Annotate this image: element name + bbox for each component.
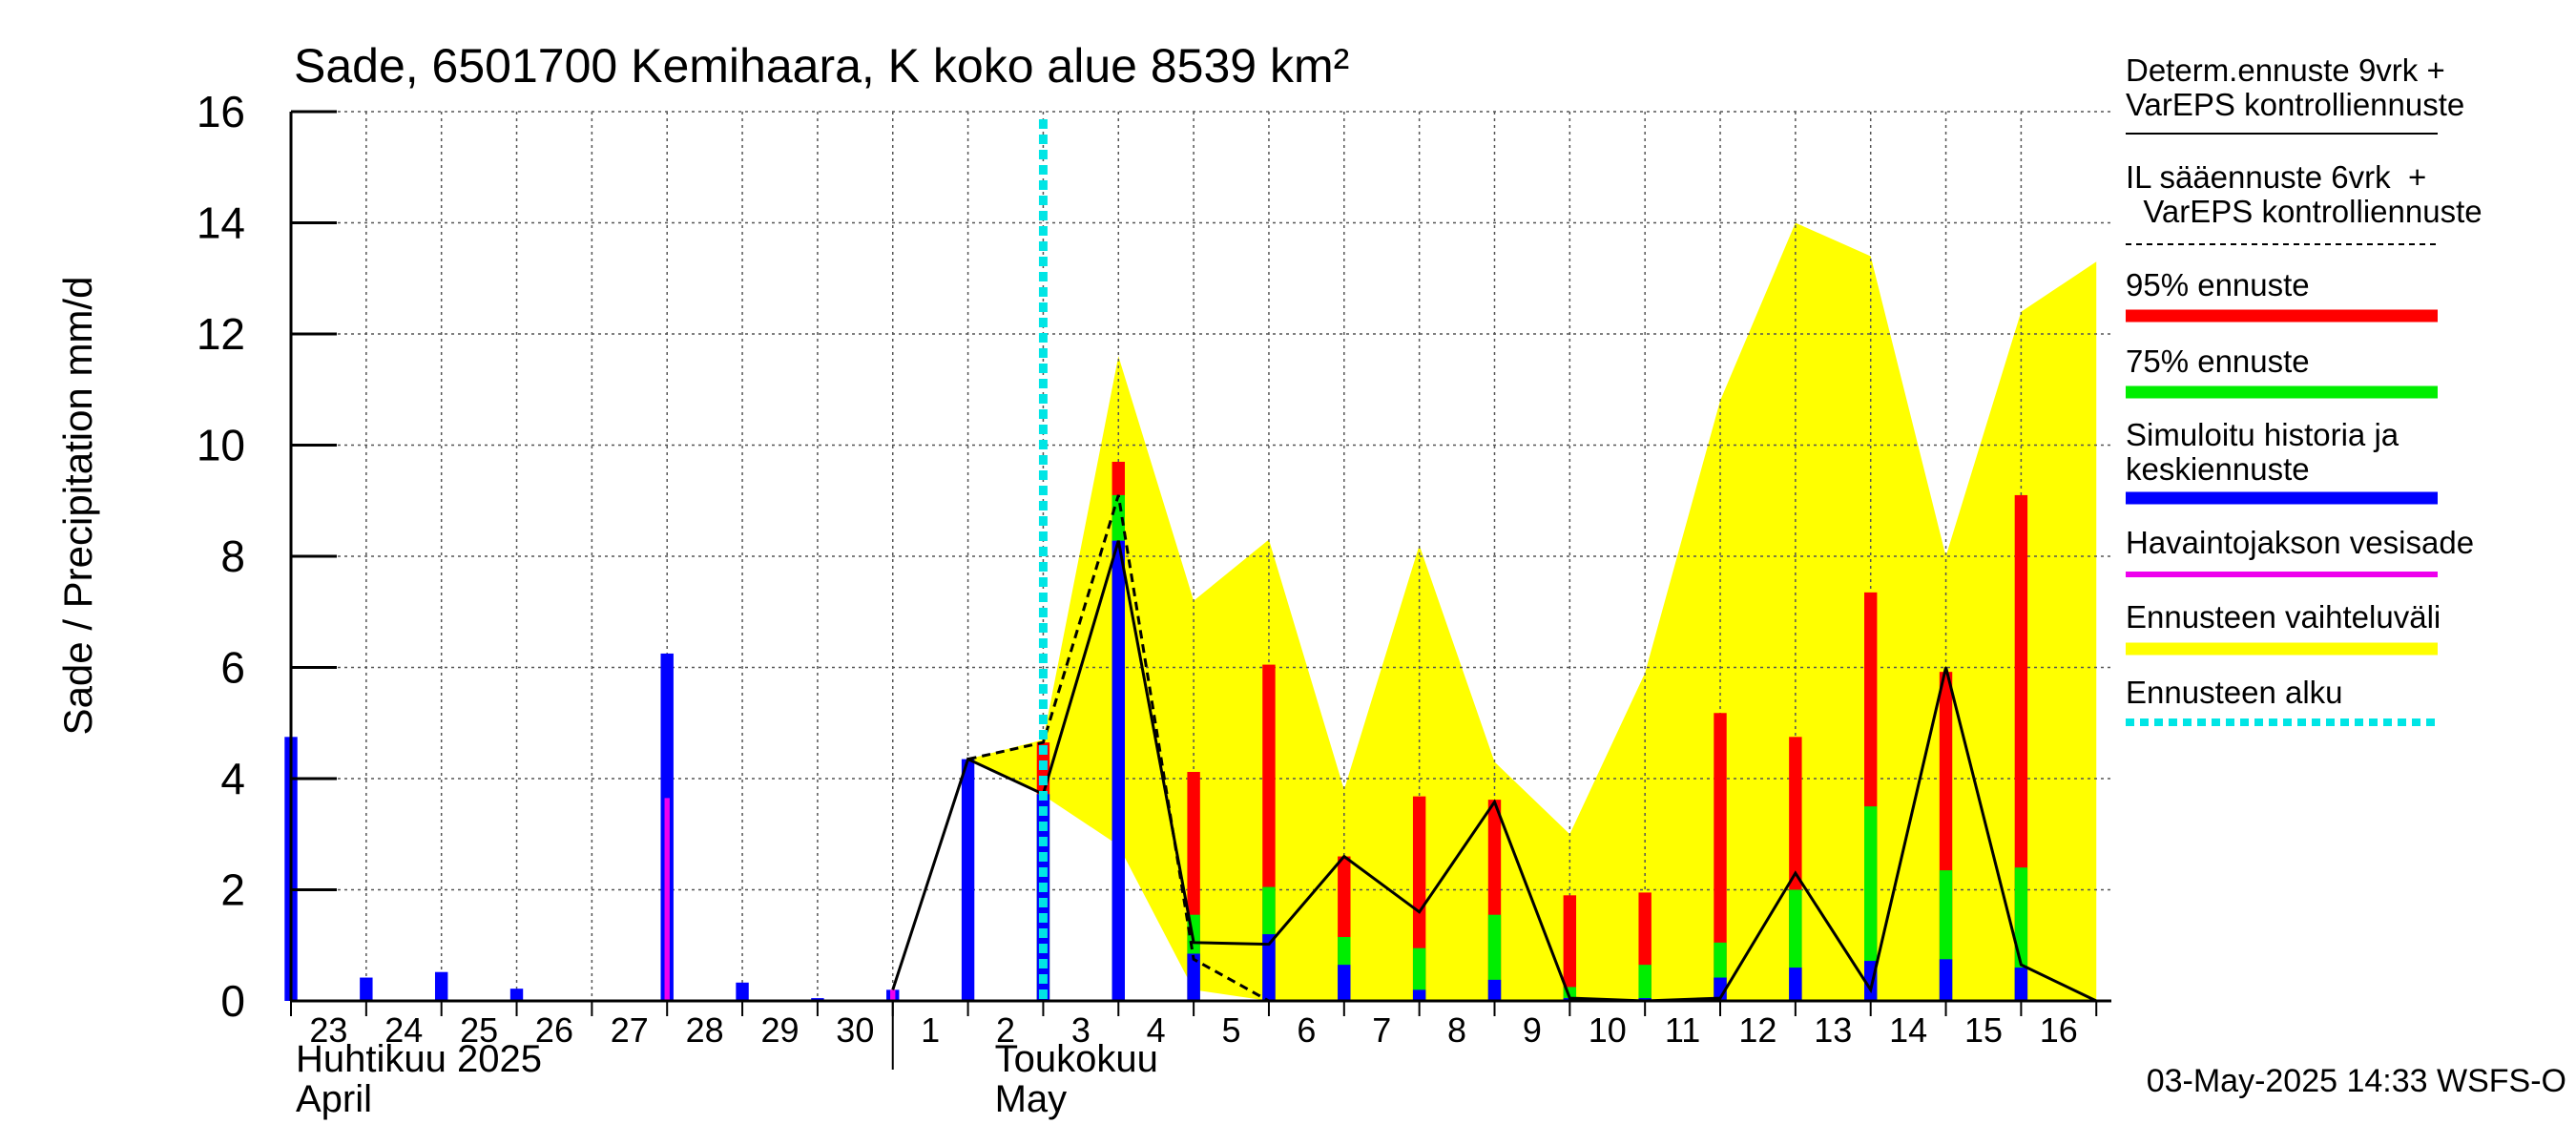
forecast-75-bar [1412, 947, 1426, 1001]
y-tick-label: 14 [197, 198, 245, 248]
y-axis-label: Sade / Precipitation mm/d [55, 277, 100, 736]
x-day-label: 10 [1589, 1010, 1627, 1050]
determ-forecast-line [891, 540, 2097, 1003]
y-tick-label: 2 [220, 865, 245, 915]
forecast-range-band [967, 222, 2097, 1001]
x-day-label: 3 [1071, 1010, 1091, 1050]
simulated-history-bar [961, 759, 975, 1001]
legend-label: VarEPS kontrolliennuste [2126, 194, 2483, 229]
forecast-95-bar [1714, 713, 1727, 1001]
x-day-label: 11 [1665, 1010, 1700, 1050]
x-day-label: 13 [1814, 1010, 1852, 1050]
forecast-mean-bar [1338, 965, 1351, 1001]
x-day-label: 27 [611, 1010, 649, 1050]
x-day-label: 12 [1738, 1010, 1776, 1050]
month-label-may: Toukokuu [995, 1038, 1158, 1080]
forecast-mean-bar [1262, 934, 1276, 1001]
legend-label: 75% ennuste [2126, 344, 2310, 379]
forecast-mean-bar [1939, 959, 1953, 1001]
x-day-label: 8 [1447, 1010, 1466, 1050]
x-day-label: 15 [1964, 1010, 2003, 1050]
y-tick-label: 6 [220, 643, 245, 693]
x-day-label: 2 [996, 1010, 1015, 1050]
forecast-95-bar [1563, 895, 1577, 1001]
x-day-label: 1 [921, 1010, 940, 1050]
forecast-mean-bar [1111, 540, 1125, 1001]
observed-precipitation-bar [890, 989, 896, 1001]
x-day-label: 7 [1372, 1010, 1391, 1050]
x-day-label: 4 [1147, 1010, 1166, 1050]
x-day-label: 23 [309, 1010, 347, 1050]
forecast-mean-bar [1412, 989, 1426, 1001]
x-day-label: 29 [760, 1010, 799, 1050]
legend-label: Havaintojakson vesisade [2126, 525, 2474, 560]
legend-label: Ennusteen vaihteluväli [2126, 599, 2441, 635]
legend-label: IL sääennuste 6vrk + [2126, 159, 2426, 195]
x-day-label: 5 [1222, 1010, 1241, 1050]
month-label-april: Huhtikuu 2025 [296, 1038, 542, 1080]
y-tick-label: 0 [220, 976, 245, 1026]
x-day-label: 26 [535, 1010, 573, 1050]
month-label-may-en: May [995, 1078, 1068, 1120]
simulated-history-bar [509, 989, 524, 1001]
forecast-mean-bar [2014, 968, 2028, 1001]
y-tick-label: 16 [197, 87, 245, 136]
legend-label: 95% ennuste [2126, 267, 2310, 302]
x-day-label: 28 [686, 1010, 724, 1050]
y-tick-label: 8 [220, 531, 245, 581]
simulated-history-bar [434, 971, 448, 1001]
forecast-mean-bar [1789, 968, 1802, 1001]
x-day-label: 16 [2040, 1010, 2078, 1050]
legend-label: VarEPS kontrolliennuste [2126, 87, 2464, 122]
observed-precipitation-bar [664, 798, 670, 1001]
forecast-75-bar [1638, 965, 1652, 1001]
legend: Determ.ennuste 9vrk +VarEPS kontrollienn… [2126, 52, 2483, 726]
grid-lines [291, 111, 2111, 1001]
x-day-label: 14 [1889, 1010, 1927, 1050]
forecast-75-bar [1864, 806, 1878, 1001]
precipitation-bars [284, 461, 2028, 1002]
y-tick-label: 4 [220, 754, 245, 803]
x-day-label: 24 [384, 1010, 423, 1050]
timestamp-footer: 03-May-2025 14:33 WSFS-O [2147, 1063, 2566, 1099]
month-label-april-en: April [296, 1078, 372, 1120]
y-tick-label: 10 [197, 421, 245, 470]
simulated-history-bar [736, 982, 749, 1001]
x-day-label: 9 [1523, 1010, 1542, 1050]
y-tick-label: 12 [197, 309, 245, 359]
x-day-label: 6 [1297, 1010, 1316, 1050]
chart-title: Sade, 6501700 Kemihaara, K koko alue 853… [294, 39, 1349, 93]
forecast-range-polygon [967, 222, 2097, 1001]
forecast-75-bar [1487, 914, 1502, 1001]
legend-label: keskiennuste [2126, 451, 2310, 487]
legend-label: Determ.ennuste 9vrk + [2126, 52, 2445, 88]
x-day-label: 30 [836, 1010, 874, 1050]
legend-label: Ennusteen alku [2126, 675, 2343, 710]
simulated-history-bar [360, 977, 373, 1001]
forecast-mean-bar [1187, 953, 1200, 1001]
legend-label: Simuloitu historia ja [2126, 417, 2399, 452]
x-day-label: 25 [460, 1010, 498, 1050]
forecast-mean-bar [1487, 979, 1502, 1001]
